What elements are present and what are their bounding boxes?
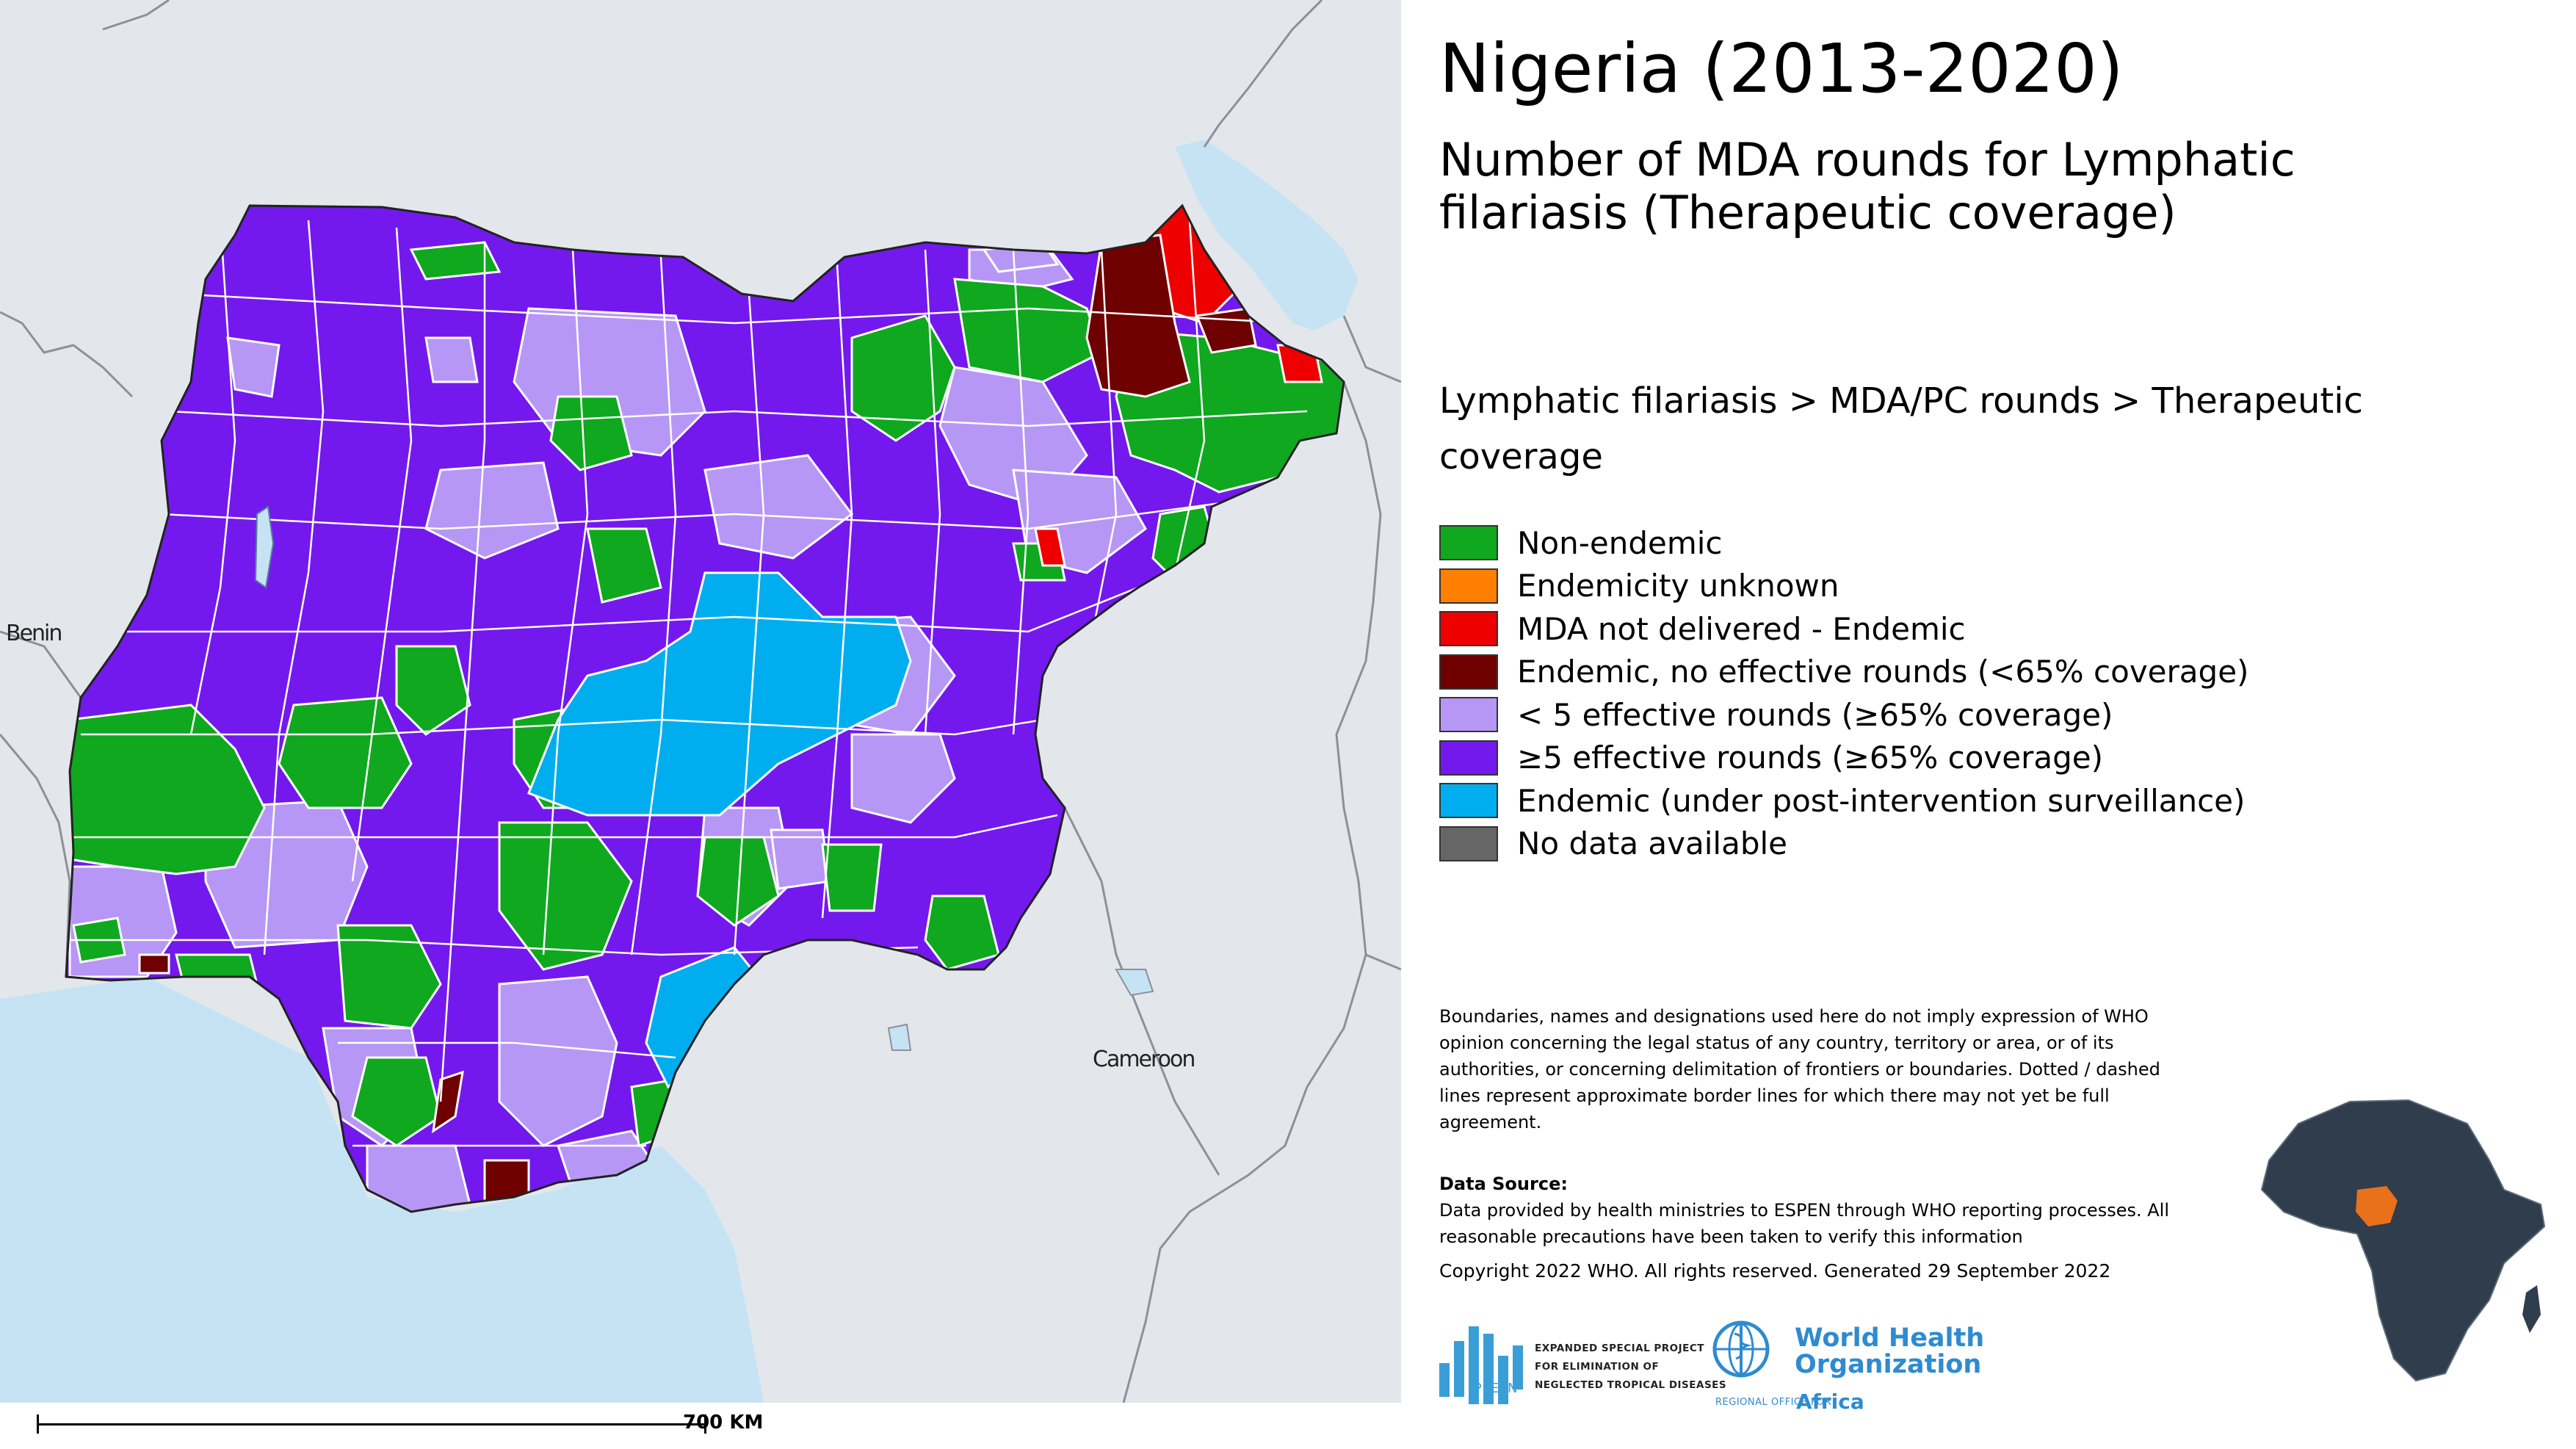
disclaimer-text: Boundaries, names and designations used …: [1439, 1006, 2160, 1132]
region-green[interactable]: [586, 527, 662, 604]
africa-locator-inset: [2260, 1099, 2546, 1382]
region-mda-not-delivered[interactable]: [1034, 527, 1066, 567]
district-regions: [66, 206, 1344, 1212]
region-green[interactable]: [821, 843, 883, 912]
region-light-purple[interactable]: [498, 975, 618, 1147]
legend-item-mda-not-delivered[interactable]: MDA not delivered - Endemic: [1439, 607, 2248, 651]
region-green[interactable]: [395, 645, 471, 736]
espen-description: EXPANDED SPECIAL PROJECT FOR ELIMINATION…: [1535, 1340, 1726, 1395]
cameroon-label: Cameroon: [1093, 1047, 1195, 1072]
legend-swatch: [1439, 783, 1498, 819]
legend-label: < 5 effective rounds (≥65% coverage): [1517, 696, 2113, 733]
district-boundaries: [66, 220, 1308, 1147]
legend-swatch: [1439, 654, 1498, 690]
region-green[interactable]: [351, 1056, 442, 1147]
legend-item-endemicity-unknown[interactable]: Endemicity unknown: [1439, 565, 2248, 608]
lake-chad: [1175, 140, 1358, 330]
legend-item-under-5-rounds[interactable]: < 5 effective rounds (≥65% coverage): [1439, 693, 2248, 737]
legend-item-no-data[interactable]: No data available: [1439, 823, 2248, 866]
region-light-purple[interactable]: [770, 828, 831, 890]
region-green[interactable]: [630, 1078, 684, 1148]
scale-tick-end: [704, 1414, 706, 1434]
region-green[interactable]: [409, 241, 502, 281]
region-light-purple[interactable]: [703, 454, 854, 560]
map-panel[interactable]: Benin Cameroon: [0, 0, 1401, 1403]
who-line1: World Health: [1795, 1323, 1985, 1353]
legend-label: Endemic, no effective rounds (<65% cover…: [1517, 654, 2249, 690]
indicator-breadcrumb: Lymphatic filariasis > MDA/PC rounds > T…: [1439, 380, 2363, 477]
page-title: Nigeria (2013-2020): [1439, 29, 2124, 108]
espen-line: NEGLECTED TROPICAL DISEASES: [1535, 1379, 1727, 1391]
region-green[interactable]: [850, 314, 956, 442]
region-green[interactable]: [68, 704, 266, 875]
copyright-text: Copyright 2022 WHO. All rights reserved.…: [1439, 1260, 2111, 1282]
madagascar: [2522, 1285, 2541, 1333]
who-region-small-label: REGIONAL OFFICE FOR: [1715, 1397, 1832, 1408]
who-region-label: Africa: [1796, 1390, 1864, 1414]
region-green[interactable]: [278, 696, 413, 809]
legend-swatch: [1439, 568, 1498, 604]
coast-water: [661, 1146, 764, 1403]
espen-logo: [1439, 1326, 1523, 1404]
legend-label: MDA not delivered - Endemic: [1517, 610, 1966, 647]
legend-swatch: [1439, 825, 1498, 861]
legend-item-surveillance[interactable]: Endemic (under post-intervention surveil…: [1439, 779, 2248, 823]
who-line2: Organization: [1795, 1350, 1982, 1379]
espen-line: EXPANDED SPECIAL PROJECT: [1535, 1343, 1705, 1354]
gulf-of-guinea-water: [0, 977, 734, 1403]
region-light-purple[interactable]: [424, 461, 560, 560]
legend-item-no-effective-rounds[interactable]: Endemic, no effective rounds (<65% cover…: [1439, 651, 2248, 694]
region-light-purple[interactable]: [424, 336, 479, 383]
africa-continent: [2260, 1099, 2546, 1382]
legend-swatch: [1439, 740, 1498, 776]
legend-item-5-plus-rounds[interactable]: ≥5 effective rounds (≥65% coverage): [1439, 737, 2248, 780]
island: [887, 1023, 912, 1051]
scale-line: [37, 1423, 706, 1425]
data-source-heading: Data Source:: [1439, 1174, 1568, 1194]
region-surveillance[interactable]: [527, 571, 912, 817]
region-green[interactable]: [336, 924, 442, 1030]
legend-label: Endemicity unknown: [1517, 568, 1839, 604]
page-subtitle: Number of MDA rounds for Lymphatic filar…: [1439, 133, 2295, 239]
scale-label: 700 KM: [683, 1412, 764, 1434]
legend-swatch: [1439, 611, 1498, 647]
region-green[interactable]: [175, 953, 258, 986]
who-emblem-icon: [1712, 1320, 1770, 1378]
region-green[interactable]: [924, 895, 1000, 971]
kainji-lake: [254, 505, 275, 589]
island: [1115, 969, 1154, 997]
region-no-effective-rounds[interactable]: [1085, 234, 1191, 398]
legend: Non-endemic Endemicity unknown MDA not d…: [1439, 521, 2248, 865]
region-green[interactable]: [549, 395, 633, 471]
espen-wordmark: ESPEN: [1439, 1381, 1527, 1396]
region-green[interactable]: [498, 821, 633, 971]
benin-label: Benin: [6, 621, 62, 646]
legend-label: Endemic (under post-intervention surveil…: [1517, 782, 2246, 819]
legend-label: No data available: [1517, 825, 1787, 862]
who-logo-text: World Health Organization: [1795, 1325, 1984, 1378]
nigeria-highlight: [2356, 1186, 2398, 1226]
nigeria-district-map[interactable]: [0, 0, 1401, 1403]
legend-swatch: [1439, 697, 1498, 733]
region-no-effective-rounds[interactable]: [432, 1070, 464, 1134]
region-light-purple[interactable]: [226, 336, 281, 398]
legend-label: Non-endemic: [1517, 524, 1723, 561]
espen-line: FOR ELIMINATION OF: [1535, 1361, 1660, 1373]
region-no-effective-rounds[interactable]: [138, 953, 170, 975]
legend-label: ≥5 effective rounds (≥65% coverage): [1517, 740, 2103, 776]
scale-bar: [37, 1409, 712, 1438]
data-source-text: Data provided by health ministries to ES…: [1439, 1200, 2169, 1247]
legend-swatch: [1439, 525, 1498, 561]
scale-tick-start: [37, 1414, 39, 1434]
legend-item-non-endemic[interactable]: Non-endemic: [1439, 521, 2248, 565]
